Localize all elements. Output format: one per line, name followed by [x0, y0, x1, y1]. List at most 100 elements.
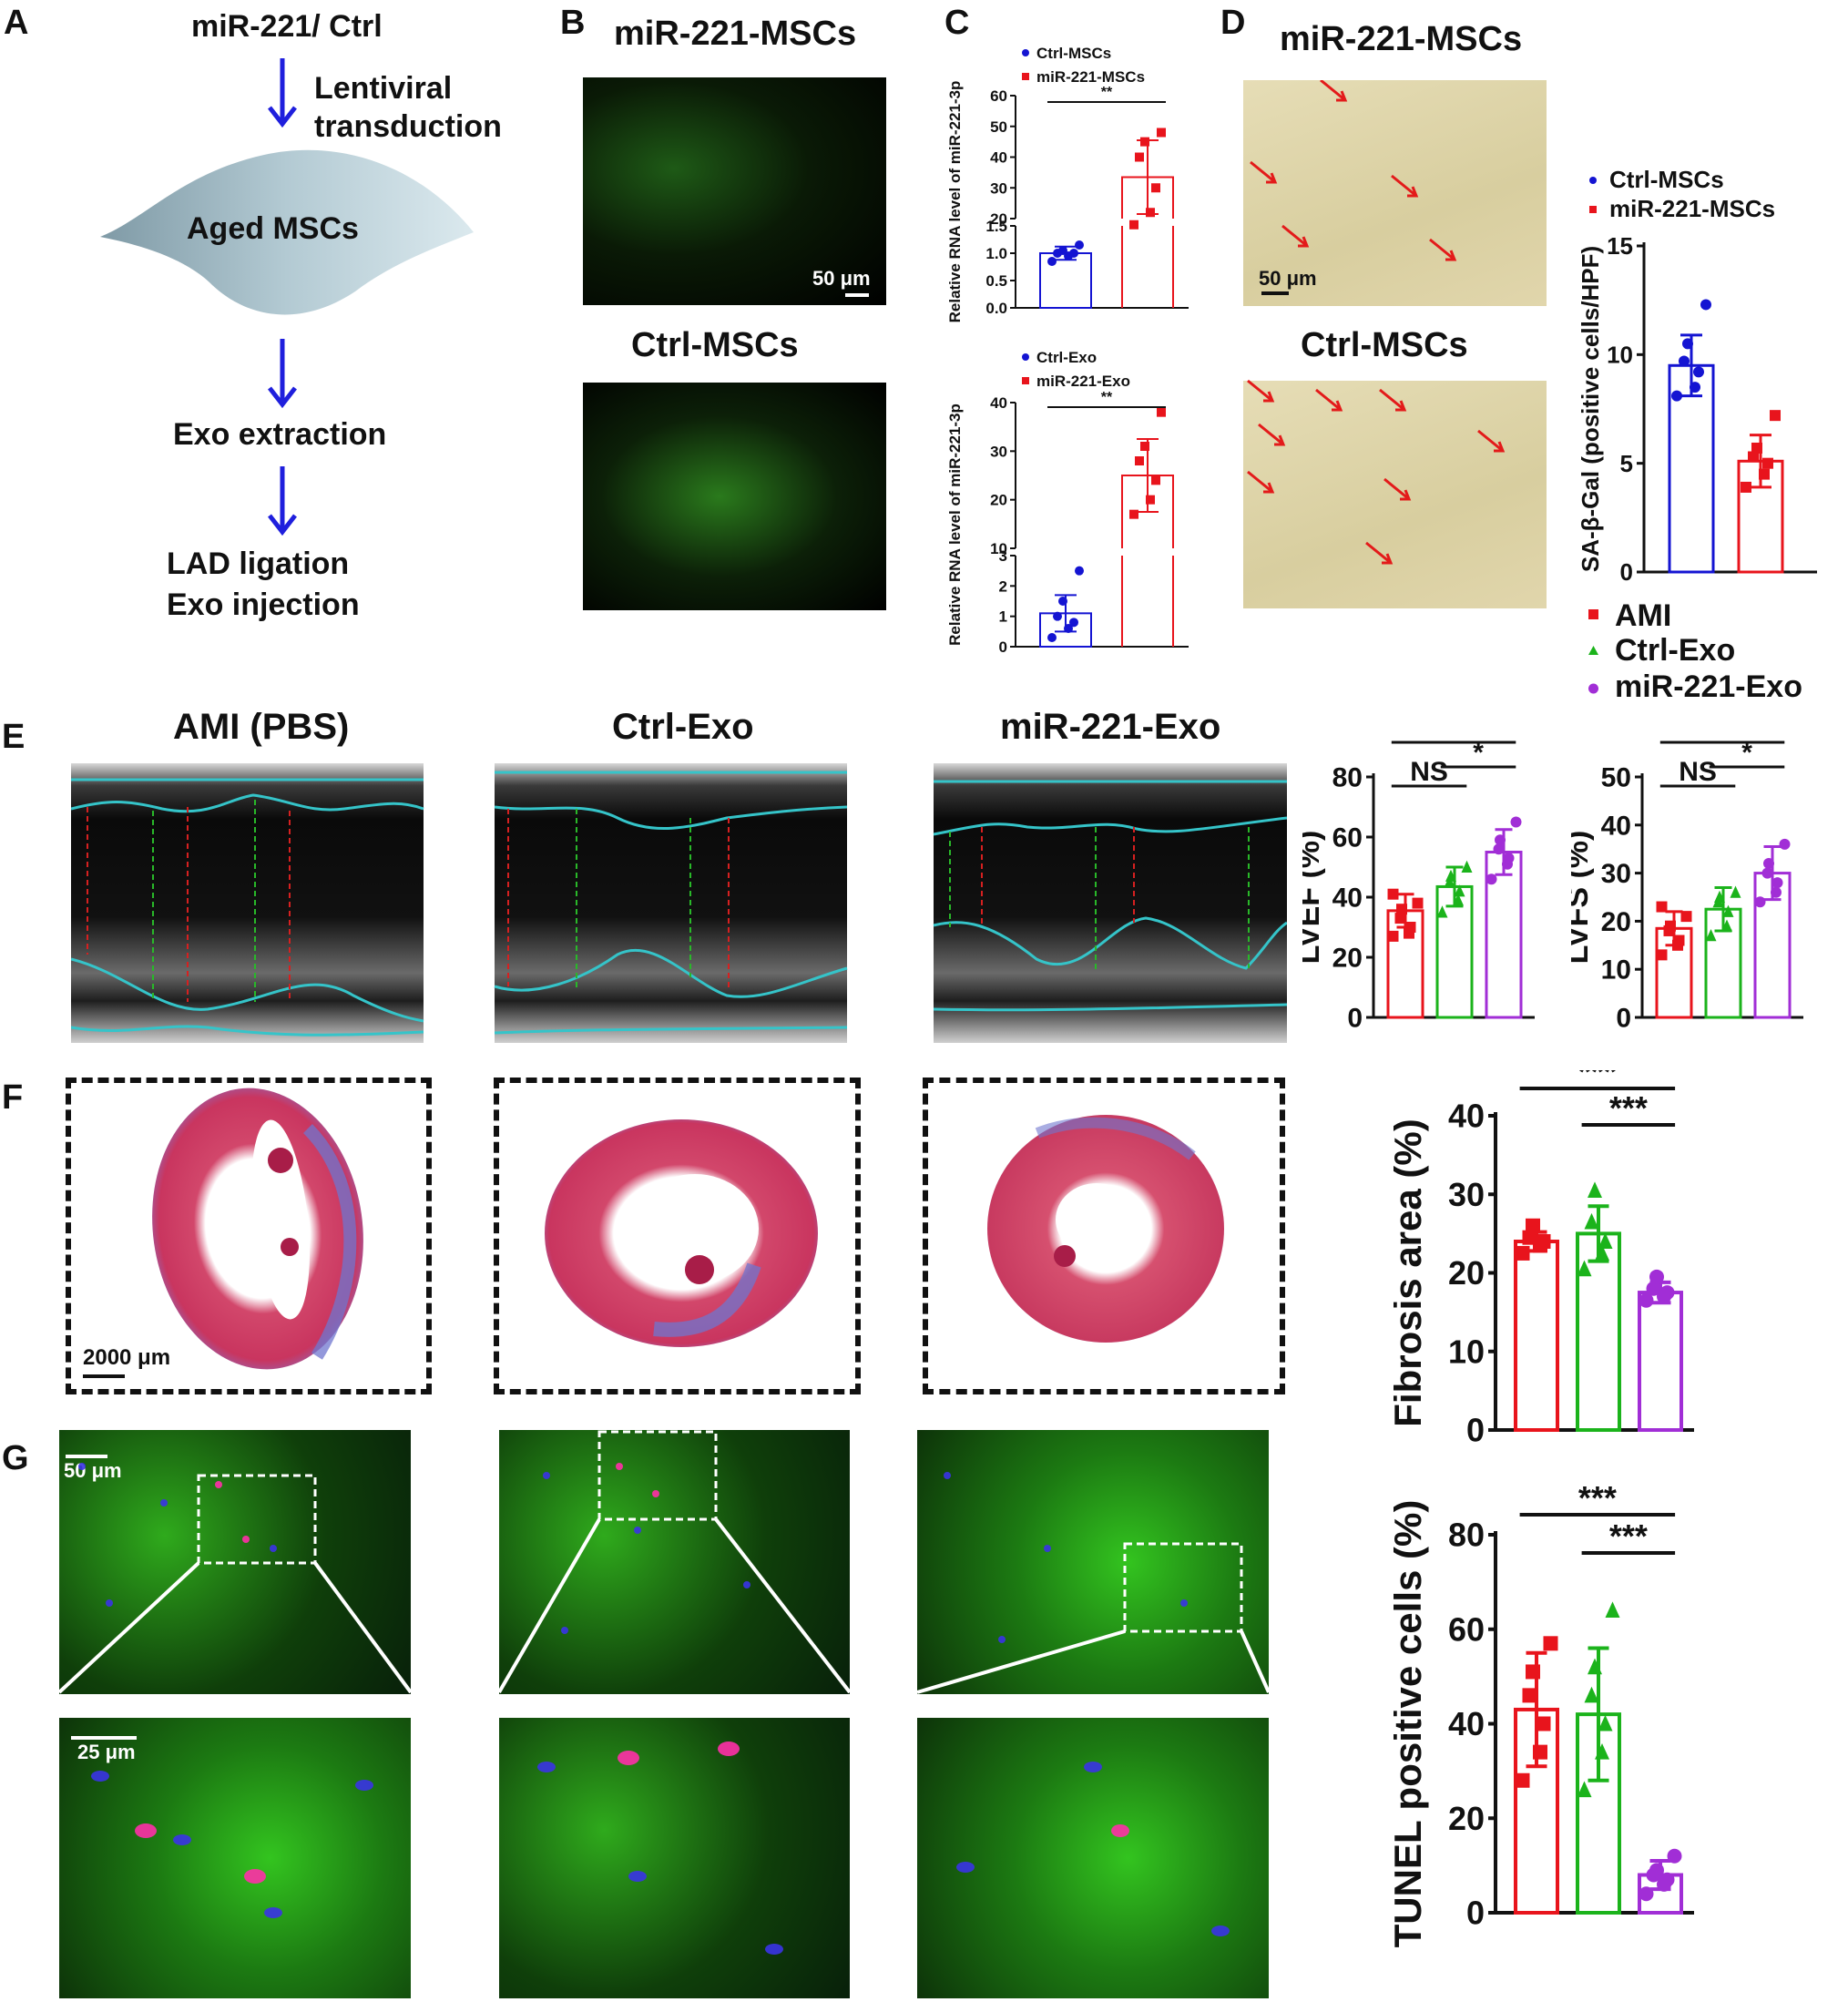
- panel-label-e: E: [2, 718, 26, 756]
- flow-arrow-3: [268, 466, 297, 536]
- data-point-0: [1522, 1688, 1537, 1703]
- panel-label-b: B: [560, 4, 586, 42]
- legend-marker-ami: [1588, 609, 1598, 619]
- y-tick-label: 10: [1448, 1333, 1485, 1370]
- data-point-2: [1754, 896, 1766, 908]
- data-point-1: [1436, 905, 1448, 918]
- f-heart-section-mir221-exo: [987, 1115, 1224, 1343]
- y-tick-label: 3: [999, 547, 1007, 565]
- data-point-1: [1129, 509, 1138, 519]
- data-point-0: [1075, 566, 1084, 576]
- panel-label-a: A: [4, 4, 29, 42]
- d-scale-bar: [1261, 291, 1289, 295]
- y-tick-label: 0.5: [985, 272, 1007, 290]
- bar-low-1: [1121, 226, 1174, 308]
- y-tick-label: 40: [1601, 811, 1631, 841]
- aged-msc-cell-shape: [100, 149, 474, 315]
- significance-label: **: [1101, 85, 1113, 100]
- y-tick-label: 0.0: [985, 300, 1007, 317]
- data-point-0: [1680, 911, 1692, 923]
- y-tick-label: 30: [1601, 859, 1631, 889]
- d-title-mir221-mscs: miR-221-MSCs: [1280, 20, 1523, 58]
- data-point-2: [1495, 834, 1506, 846]
- data-point-0: [1679, 355, 1690, 367]
- data-point-1: [1151, 183, 1160, 193]
- y-tick-label: 30: [1448, 1176, 1485, 1213]
- b-title-ctrl-mscs: Ctrl-MSCs: [631, 326, 799, 364]
- data-point-1: [1588, 1658, 1602, 1675]
- data-point-1: [1759, 468, 1770, 480]
- f-scale-bar-label: 2000 μm: [83, 1345, 171, 1370]
- f-heart-section-ami: [152, 1088, 363, 1370]
- legend-label-0: Ctrl-Exo: [1036, 349, 1097, 366]
- data-point-0: [1700, 299, 1711, 311]
- y-tick-label: 10: [990, 540, 1007, 557]
- flow-aged-mscs: Aged MSCs: [187, 211, 359, 246]
- y-tick-label: 0: [1466, 1895, 1485, 1932]
- y-tick-label: 20: [990, 210, 1007, 228]
- y-tick-label: 1.5: [985, 218, 1007, 235]
- data-point-1: [1454, 884, 1465, 897]
- f-histology-box-mir221-exo: [923, 1078, 1285, 1394]
- flow-lad-ligation: LAD ligation: [167, 546, 350, 581]
- data-point-2: [1763, 858, 1774, 870]
- legend-ami: AMI: [1615, 598, 1671, 633]
- data-point-1: [1129, 220, 1138, 230]
- chart-g-right: 0 20 40 60 80 TUNEL positive cells (%) ******: [1394, 1485, 1694, 1947]
- data-point-0: [1387, 888, 1399, 900]
- data-point-2: [1510, 816, 1522, 828]
- legend-marker-0: [1022, 49, 1029, 56]
- data-point-0: [1656, 949, 1668, 961]
- d-title-ctrl-mscs: Ctrl-MSCs: [1301, 326, 1468, 364]
- data-point-0: [1058, 597, 1067, 606]
- data-point-2: [1486, 873, 1497, 885]
- bar-low-1: [1121, 556, 1174, 647]
- chart-f-right: 0 10 20 30 40 Fibrosis area (%) ******: [1394, 1070, 1694, 1449]
- group-legend: AMI Ctrl-Exo miR-221-Exo: [1588, 598, 1802, 704]
- data-point-1: [1595, 1244, 1609, 1261]
- b-fluorescence-image-mir221: 50 μm: [583, 77, 886, 305]
- flow-exo-injection: Exo injection: [167, 587, 360, 622]
- legend-ctrl-exo: Ctrl-Exo: [1615, 633, 1735, 668]
- data-point-2: [1779, 838, 1791, 850]
- legend-ctrl-mscs: Ctrl-MSCs: [1609, 166, 1724, 193]
- data-point-0: [1515, 1245, 1530, 1261]
- significance-label: *: [1473, 738, 1484, 768]
- y-tick-label: 40: [990, 149, 1007, 167]
- data-point-1: [1444, 875, 1455, 888]
- data-point-1: [1595, 1743, 1609, 1760]
- significance-label: ***: [1578, 1485, 1617, 1517]
- data-point-1: [1146, 208, 1155, 218]
- flow-exo-extraction: Exo extraction: [173, 417, 387, 452]
- data-point-0: [1693, 366, 1704, 378]
- data-point-0: [1412, 897, 1424, 909]
- e-mmode-image-mir221-exo: [934, 763, 1287, 1043]
- data-point-0: [1536, 1716, 1551, 1731]
- y-axis-label: Relative RNA level of miR-221-3p: [947, 81, 964, 323]
- legend-mir221-exo: miR-221-Exo: [1615, 669, 1802, 704]
- data-point-2: [1771, 886, 1782, 898]
- significance-label: NS: [1679, 757, 1717, 787]
- y-axis-label: SA-β-Gal (positive cells/HPF): [1580, 246, 1604, 572]
- data-point-1: [1588, 1181, 1602, 1198]
- data-point-1: [1135, 152, 1144, 162]
- data-point-1: [1146, 495, 1155, 505]
- data-point-1: [1135, 456, 1144, 465]
- legend-marker-1: [1022, 377, 1029, 384]
- significance-label: *: [1741, 738, 1752, 768]
- significance-label: ***: [1707, 733, 1739, 743]
- y-tick-label: 50: [1601, 763, 1631, 793]
- flow-arrow-2: [268, 339, 297, 409]
- chart-c-top: Ctrl-MSCs miR-221-MSCs 0.0 0.5 1.0 1.520 30 40 5…: [947, 45, 1189, 323]
- data-point-1: [1140, 137, 1149, 147]
- data-point-1: [1157, 407, 1166, 417]
- data-point-2: [1659, 1285, 1675, 1301]
- e-title-ctrl-exo: Ctrl-Exo: [612, 707, 754, 747]
- y-tick-label: 30: [990, 179, 1007, 197]
- flow-transduction: transduction: [314, 109, 502, 144]
- data-point-0: [1394, 913, 1406, 924]
- data-point-0: [1515, 1772, 1530, 1788]
- data-point-0: [1396, 904, 1407, 915]
- data-point-1: [1584, 1212, 1599, 1230]
- data-point-1: [1741, 481, 1751, 493]
